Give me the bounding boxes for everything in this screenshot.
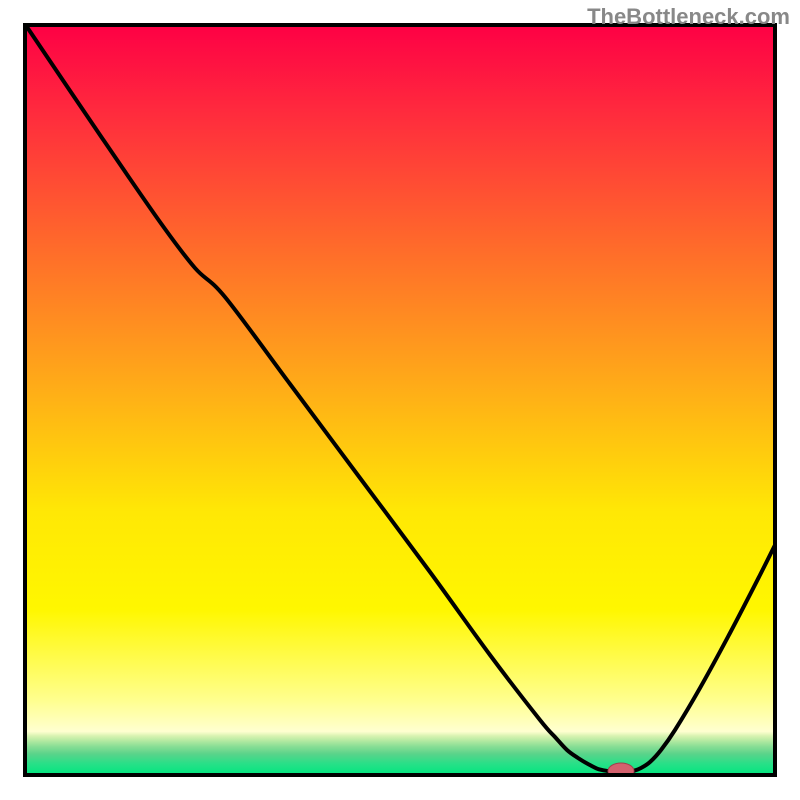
chart-background: [25, 25, 775, 775]
chart-container: TheBottleneck.com: [0, 0, 800, 800]
watermark-text: TheBottleneck.com: [587, 4, 790, 30]
bottleneck-chart: [0, 0, 800, 800]
